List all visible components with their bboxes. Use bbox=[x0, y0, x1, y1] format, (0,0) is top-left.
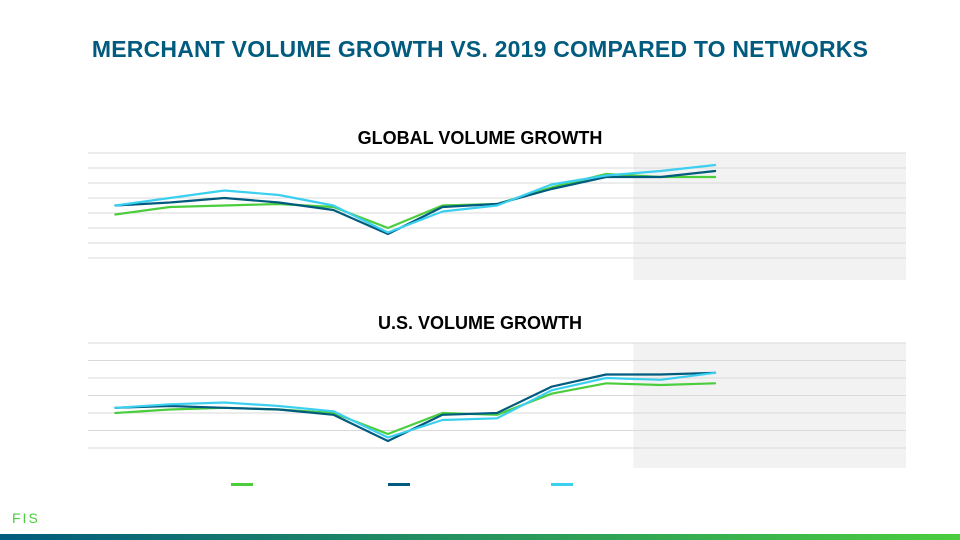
global-chart-title: GLOBAL VOLUME GROWTH bbox=[357, 128, 603, 148]
global-volume-chart bbox=[88, 152, 906, 280]
legend-item-network-b bbox=[551, 476, 579, 492]
legend-swatch-merchant bbox=[231, 482, 253, 486]
legend-swatch-network-b bbox=[551, 482, 573, 486]
brand-gradient-bar bbox=[0, 534, 960, 540]
legend bbox=[0, 476, 960, 492]
legend-item-network-a bbox=[388, 476, 416, 492]
forecast-shaded-region bbox=[633, 153, 906, 280]
legend-swatch-network-a bbox=[388, 482, 410, 486]
series-line-merchant bbox=[114, 382, 717, 436]
series-line-network-b bbox=[114, 163, 717, 234]
series-line-network-a bbox=[114, 169, 717, 236]
slide-title: MERCHANT VOLUME GROWTH VS. 2019 COMPARED… bbox=[91, 36, 869, 62]
fis-logo-text: FIS bbox=[12, 510, 40, 526]
fis-logo: FIS bbox=[12, 510, 54, 528]
us-chart-title: U.S. VOLUME GROWTH bbox=[378, 313, 582, 333]
legend-item-merchant bbox=[231, 476, 259, 492]
forecast-shaded-region bbox=[633, 343, 906, 468]
us-volume-chart bbox=[88, 342, 906, 468]
series-line-network-b bbox=[114, 371, 717, 439]
